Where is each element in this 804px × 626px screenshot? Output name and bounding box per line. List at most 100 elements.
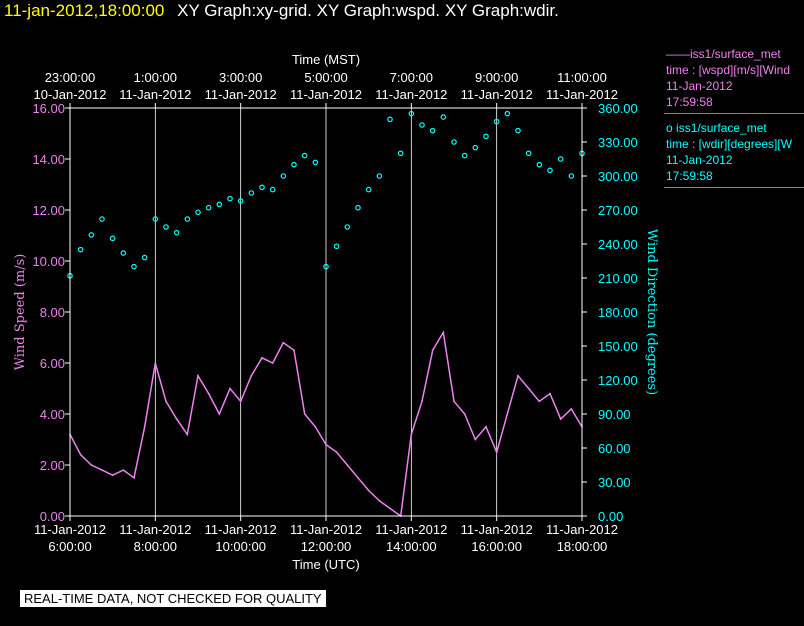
left-tick-label: 4.00: [40, 407, 65, 422]
wdir-point: [260, 185, 264, 189]
legend-field: time : [wspd][m/s][Wind: [666, 62, 804, 78]
wdir-point: [110, 236, 114, 240]
wdir-point: [78, 247, 82, 251]
wdir-point: [292, 162, 296, 166]
wdir-point: [302, 153, 306, 157]
wspd-point: [346, 464, 348, 466]
x-tick-time: 18:00:00: [557, 539, 608, 554]
top-tick-time: 1:00:00: [134, 70, 177, 85]
left-tick-label: 16.00: [32, 101, 65, 116]
wspd-point: [549, 393, 551, 395]
right-tick-label: 90.00: [598, 407, 631, 422]
wspd-point: [474, 439, 476, 441]
top-tick-time: 5:00:00: [304, 70, 347, 85]
legend-circle-icon: o: [666, 121, 673, 135]
top-tick-time: 23:00:00: [45, 70, 96, 85]
top-axis-label: Time (MST): [292, 52, 360, 67]
wdir-point: [281, 174, 285, 178]
wdir-point: [473, 145, 477, 149]
wspd-point: [293, 349, 295, 351]
top-tick-date: 11-Jan-2012: [375, 87, 447, 102]
wspd-point: [421, 400, 423, 402]
legend-field: time : [wdir][degrees][W: [666, 136, 804, 152]
x-tick-date: 11-Jan-2012: [546, 522, 618, 537]
legend: ——iss1/surface_met time : [wspd][m/s][Wi…: [664, 44, 804, 192]
wspd-point: [240, 400, 242, 402]
wspd-point: [528, 388, 530, 390]
legend-wdir: o iss1/surface_met time : [wdir][degrees…: [664, 118, 804, 188]
wspd-point: [357, 477, 359, 479]
wspd-point: [80, 454, 82, 456]
wdir-point: [356, 206, 360, 210]
wspd-point: [208, 393, 210, 395]
top-tick-date: 11-Jan-2012: [290, 87, 362, 102]
x-tick-date: 11-Jan-2012: [119, 522, 191, 537]
wspd-point: [112, 474, 114, 476]
left-tick-label: 14.00: [32, 152, 65, 167]
wdir-point: [526, 151, 530, 155]
right-tick-label: 60.00: [598, 441, 631, 456]
wdir-point: [142, 255, 146, 259]
wspd-point: [261, 357, 263, 359]
wspd-point: [517, 375, 519, 377]
wspd-point: [464, 413, 466, 415]
top-tick-time: 3:00:00: [219, 70, 262, 85]
wspd-point: [336, 451, 338, 453]
wdir-point: [185, 217, 189, 221]
left-tick-label: 10.00: [32, 254, 65, 269]
wspd-point: [250, 375, 252, 377]
right-tick-label: 210.00: [598, 271, 638, 286]
wspd-point: [272, 362, 274, 364]
wdir-point: [313, 160, 317, 164]
legend-date: 11-Jan-2012: [666, 78, 804, 94]
top-tick-date: 11-Jan-2012: [205, 87, 277, 102]
left-axis-label: Wind Speed (m/s): [13, 254, 28, 371]
wspd-point: [496, 451, 498, 453]
top-tick-date: 11-Jan-2012: [119, 87, 191, 102]
wdir-point: [452, 140, 456, 144]
left-tick-label: 8.00: [40, 305, 65, 320]
legend-wspd: ——iss1/surface_met time : [wspd][m/s][Wi…: [664, 44, 804, 114]
x-tick-date: 11-Jan-2012: [461, 522, 533, 537]
x-tick-time: 10:00:00: [215, 539, 266, 554]
left-tick-label: 0.00: [40, 509, 65, 524]
wspd-point: [90, 464, 92, 466]
wspd-point: [186, 434, 188, 436]
wdir-point: [217, 202, 221, 206]
wspd-point: [453, 400, 455, 402]
x-tick-time: 16:00:00: [471, 539, 522, 554]
x-tick-time: 12:00:00: [301, 539, 352, 554]
wdir-point: [441, 115, 445, 119]
legend-time: 17:59:58: [666, 94, 804, 110]
top-tick-date: 11-Jan-2012: [546, 87, 618, 102]
wdir-point: [100, 217, 104, 221]
wdir-point: [388, 117, 392, 121]
x-tick-time: 14:00:00: [386, 539, 437, 554]
wspd-point: [570, 408, 572, 410]
legend-name: iss1/surface_met: [676, 121, 767, 135]
wdir-point: [270, 187, 274, 191]
wspd-point: [560, 418, 562, 420]
wspd-point: [442, 332, 444, 334]
wdir-point: [548, 168, 552, 172]
wspd-point: [304, 413, 306, 415]
x-tick-date: 11-Jan-2012: [290, 522, 362, 537]
wspd-point: [368, 490, 370, 492]
top-tick-time: 9:00:00: [475, 70, 518, 85]
wdir-point: [121, 251, 125, 255]
wspd-point: [314, 426, 316, 428]
wdir-point: [569, 174, 573, 178]
wdir-point: [174, 230, 178, 234]
wdir-point: [516, 128, 520, 132]
wspd-point: [389, 507, 391, 509]
wspd-point: [538, 400, 540, 402]
wspd-point: [165, 400, 167, 402]
top-tick-date: 11-Jan-2012: [461, 87, 533, 102]
wspd-point: [144, 426, 146, 428]
wdir-point: [430, 128, 434, 132]
wspd-point: [378, 500, 380, 502]
wdir-point: [484, 134, 488, 138]
wspd-point: [154, 362, 156, 364]
wdir-point: [462, 153, 466, 157]
wdir-point: [196, 210, 200, 214]
